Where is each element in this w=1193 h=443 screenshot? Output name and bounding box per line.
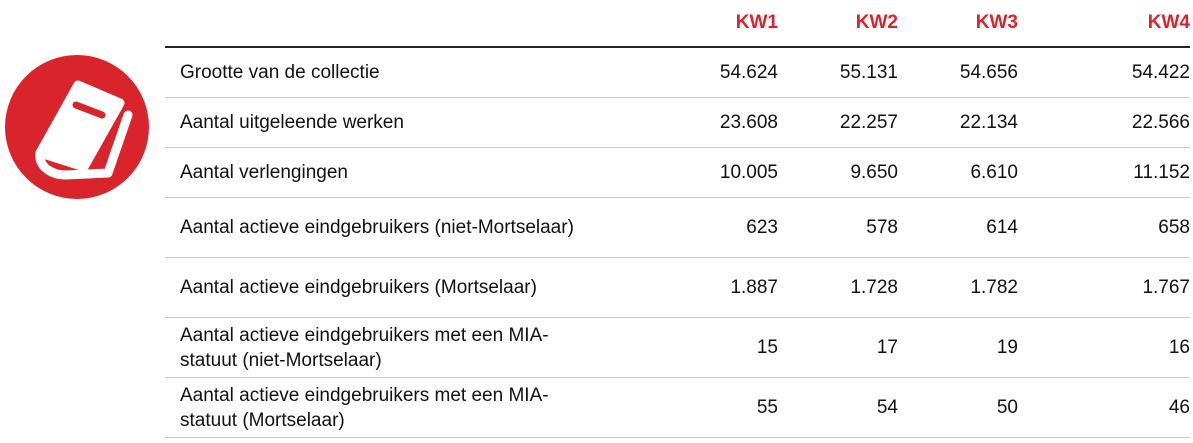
cell-value: 11.152 bbox=[1018, 147, 1190, 198]
stats-table: KW1 KW2 KW3 KW4 Grootte van de collectie 54.… bbox=[165, 0, 1190, 438]
cell-value: 15 bbox=[655, 317, 778, 378]
cell-value: 22.566 bbox=[1018, 97, 1190, 148]
row-label: Grootte van de collectie bbox=[165, 47, 655, 98]
row-label: Aantal actieve eindgebruikers (niet-Mort… bbox=[165, 197, 655, 258]
cell-value: 10.005 bbox=[655, 147, 778, 198]
cell-value: 54.422 bbox=[1018, 47, 1190, 98]
cell-value: 17 bbox=[778, 317, 898, 378]
row-label: Aantal uitgeleende werken bbox=[165, 97, 655, 148]
corner bbox=[165, 0, 655, 48]
column-header: KW3 bbox=[898, 0, 1018, 48]
cell-value: 54.624 bbox=[655, 47, 778, 98]
cell-value: 55 bbox=[655, 377, 778, 438]
row-label: Aantal verlengingen bbox=[165, 147, 655, 198]
row-label: Aantal actieve eindgebruikers (Mortselaa… bbox=[165, 257, 655, 318]
cell-value: 54 bbox=[778, 377, 898, 438]
cell-value: 46 bbox=[1018, 377, 1190, 438]
table-row: Aantal actieve eindgebruikers met een MI… bbox=[165, 377, 1190, 438]
table-row: Aantal actieve eindgebruikers (Mortselaa… bbox=[165, 257, 1190, 318]
table-row: Aantal actieve eindgebruikers met een MI… bbox=[165, 317, 1190, 378]
cell-value: 578 bbox=[778, 197, 898, 258]
cell-value: 623 bbox=[655, 197, 778, 258]
cell-value: 22.134 bbox=[898, 97, 1018, 148]
cell-value: 16 bbox=[1018, 317, 1190, 378]
cell-value: 1.728 bbox=[778, 257, 898, 318]
row-label: Aantal actieve eindgebruikers met een MI… bbox=[165, 317, 655, 378]
cell-value: 614 bbox=[898, 197, 1018, 258]
cell-value: 1.767 bbox=[1018, 257, 1190, 318]
cell-value: 658 bbox=[1018, 197, 1190, 258]
cell-value: 22.257 bbox=[778, 97, 898, 148]
cell-value: 9.650 bbox=[778, 147, 898, 198]
book-icon bbox=[5, 55, 149, 199]
cell-value: 1.887 bbox=[655, 257, 778, 318]
table-row: Grootte van de collectie 54.624 55.131 54.6… bbox=[165, 47, 1190, 98]
cell-value: 54.656 bbox=[898, 47, 1018, 98]
cell-value: 6.610 bbox=[898, 147, 1018, 198]
row-label: Aantal actieve eindgebruikers met een MI… bbox=[165, 377, 655, 438]
table-row: Aantal actieve eindgebruikers (niet-Mort… bbox=[165, 197, 1190, 258]
cell-value: 55.131 bbox=[778, 47, 898, 98]
cell-value: 19 bbox=[898, 317, 1018, 378]
column-header: KW2 bbox=[778, 0, 898, 48]
header-row: KW1 KW2 KW3 KW4 bbox=[165, 0, 1190, 48]
cell-value: 23.608 bbox=[655, 97, 778, 148]
column-header: KW4 bbox=[1018, 0, 1190, 48]
table-row: Aantal uitgeleende werken 23.608 22.257 22.… bbox=[165, 97, 1190, 148]
cell-value: 1.782 bbox=[898, 257, 1018, 318]
cell-value: 50 bbox=[898, 377, 1018, 438]
table-row: Aantal verlengingen 10.005 9.650 6.610 11.15… bbox=[165, 147, 1190, 198]
column-header: KW1 bbox=[655, 0, 778, 48]
